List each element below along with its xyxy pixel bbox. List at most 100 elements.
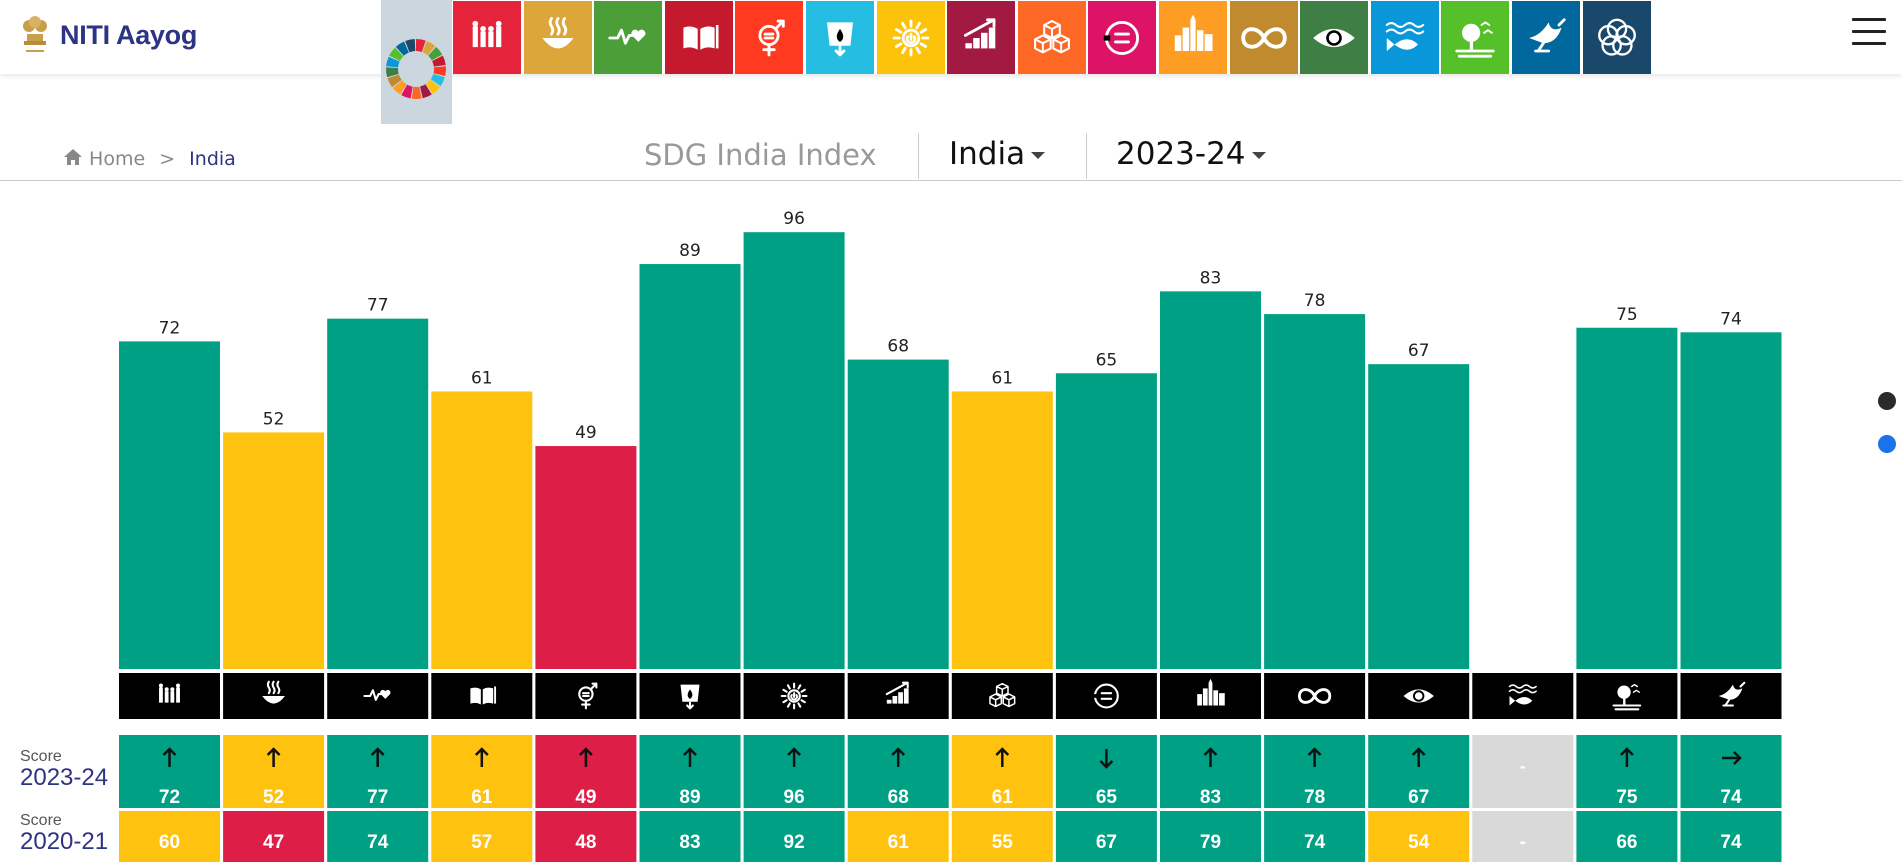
tree-icon [1455, 21, 1496, 58]
all-goals-tab[interactable] [381, 0, 452, 124]
score-cell-previous[interactable] [1055, 811, 1157, 862]
year-dropdown[interactable]: 2023-24 [1116, 136, 1266, 172]
wheel-segment [386, 67, 399, 78]
brand-name[interactable]: NITI Aayog [60, 20, 198, 50]
goal-tab-14[interactable] [1370, 1, 1439, 74]
score-cell-previous[interactable] [1680, 811, 1782, 862]
score-cell-current[interactable] [119, 735, 220, 808]
region-dropdown[interactable]: India [949, 136, 1046, 172]
cubes-icon [1033, 20, 1070, 54]
national-emblem-logo[interactable] [18, 10, 52, 60]
goal-tab-4[interactable] [664, 1, 733, 74]
bar-goal-11[interactable] [1160, 291, 1261, 669]
score-value-previous: 57 [471, 832, 492, 853]
menu-icon[interactable] [1852, 18, 1886, 52]
score-cell-current[interactable] [1264, 735, 1366, 808]
score-cell-previous[interactable] [1576, 811, 1678, 862]
score-cell-current[interactable] [743, 735, 845, 808]
bar-goal-8[interactable] [847, 359, 949, 669]
goal-tab-15[interactable] [1441, 1, 1510, 74]
goal-tab-3[interactable] [594, 1, 663, 74]
wheel-segment [433, 66, 446, 77]
goal-tab-6[interactable] [806, 1, 874, 74]
home-icon[interactable] [63, 148, 83, 166]
score-cell-current[interactable] [431, 735, 533, 808]
breadcrumb: Home > India [63, 148, 236, 170]
goal-tab-12[interactable] [1229, 1, 1298, 74]
arrow-down-icon [1099, 749, 1114, 769]
bar-goal-3[interactable] [327, 318, 429, 669]
score-cell-current[interactable] [1160, 735, 1261, 808]
wheel-segment [420, 84, 432, 99]
bar-goal-1[interactable] [119, 341, 220, 669]
score-cell-current[interactable] [639, 735, 741, 808]
goal-icon-cell [1055, 673, 1157, 719]
goal-tab-2[interactable] [523, 1, 592, 74]
heartbeat-icon [608, 28, 646, 45]
score-cell-previous[interactable] [327, 811, 429, 862]
bar-goal-12[interactable] [1264, 314, 1366, 669]
score-cell-previous[interactable] [431, 811, 533, 862]
score-cell-current[interactable] [1576, 735, 1678, 808]
goal-tab-5[interactable] [735, 1, 804, 74]
breadcrumb-current: India [189, 148, 236, 170]
score-cell-previous[interactable] [1368, 811, 1470, 862]
bar-goal-7[interactable] [743, 232, 845, 669]
section-dot-1[interactable] [1878, 392, 1896, 410]
score-cell-previous[interactable] [1472, 811, 1574, 862]
goal-tab-13[interactable] [1300, 1, 1369, 74]
score-cell-current[interactable] [1680, 735, 1782, 808]
score-value-previous: 54 [1408, 832, 1430, 853]
city-icon [1174, 14, 1213, 51]
bar-goal-6[interactable] [639, 264, 741, 669]
goal-tab-17[interactable] [1582, 1, 1651, 74]
equality-icon [1104, 20, 1140, 56]
score-cell-previous[interactable] [535, 811, 637, 862]
goal-tab-8[interactable] [947, 1, 1016, 74]
bar-value-label: 65 [1096, 350, 1118, 370]
bar-goal-4[interactable] [431, 391, 533, 669]
score-cell-previous[interactable] [1160, 811, 1261, 862]
score-cell-previous[interactable] [1264, 811, 1366, 862]
bar-value-label: 83 [1200, 268, 1222, 288]
goal-tab-16[interactable] [1512, 1, 1580, 74]
bar-goal-9[interactable] [951, 391, 1053, 669]
score-cell-current[interactable] [951, 735, 1053, 808]
bar-goal-5[interactable] [535, 446, 637, 669]
wheel-segment [428, 46, 443, 61]
score-cell-previous[interactable] [223, 811, 325, 862]
heartbeat-icon [363, 689, 391, 701]
goal-icon-cell [431, 673, 533, 719]
bar-goal-15[interactable] [1576, 327, 1678, 669]
bar-goal-13[interactable] [1368, 364, 1470, 669]
goal-tab-10[interactable] [1088, 1, 1157, 74]
bar-goal-2[interactable] [223, 432, 325, 669]
wheel-segment [426, 79, 440, 94]
wheel-segment [416, 39, 426, 52]
breadcrumb-home[interactable]: Home [89, 148, 146, 170]
score-cell-previous[interactable] [743, 811, 845, 862]
score-cell-current[interactable] [1368, 735, 1470, 808]
growth-chart-icon [964, 18, 996, 49]
score-cell-current[interactable] [1472, 735, 1574, 808]
bar-goal-10[interactable] [1055, 373, 1157, 669]
score-cell-previous[interactable] [639, 811, 741, 862]
goal-tab-7[interactable] [876, 1, 945, 74]
bar-goal-16[interactable] [1680, 332, 1782, 669]
score-value-previous: 66 [1616, 832, 1637, 853]
score-cell-current[interactable] [847, 735, 949, 808]
goal-tab-9[interactable] [1017, 1, 1086, 74]
score-cell-current[interactable] [327, 735, 429, 808]
goal-tab-1[interactable] [453, 1, 521, 74]
score-cell-current[interactable] [223, 735, 325, 808]
water-icon [680, 684, 700, 710]
score-cell-previous[interactable] [847, 811, 949, 862]
score-cell-current[interactable] [1055, 735, 1157, 808]
row-label-small: Score [20, 812, 62, 829]
score-cell-previous[interactable] [119, 811, 220, 862]
goal-tab-11[interactable] [1159, 1, 1227, 74]
score-cell-current[interactable] [535, 735, 637, 808]
section-dot-2[interactable] [1878, 435, 1896, 453]
bar-value-label: 67 [1408, 341, 1430, 361]
score-cell-previous[interactable] [951, 811, 1053, 862]
